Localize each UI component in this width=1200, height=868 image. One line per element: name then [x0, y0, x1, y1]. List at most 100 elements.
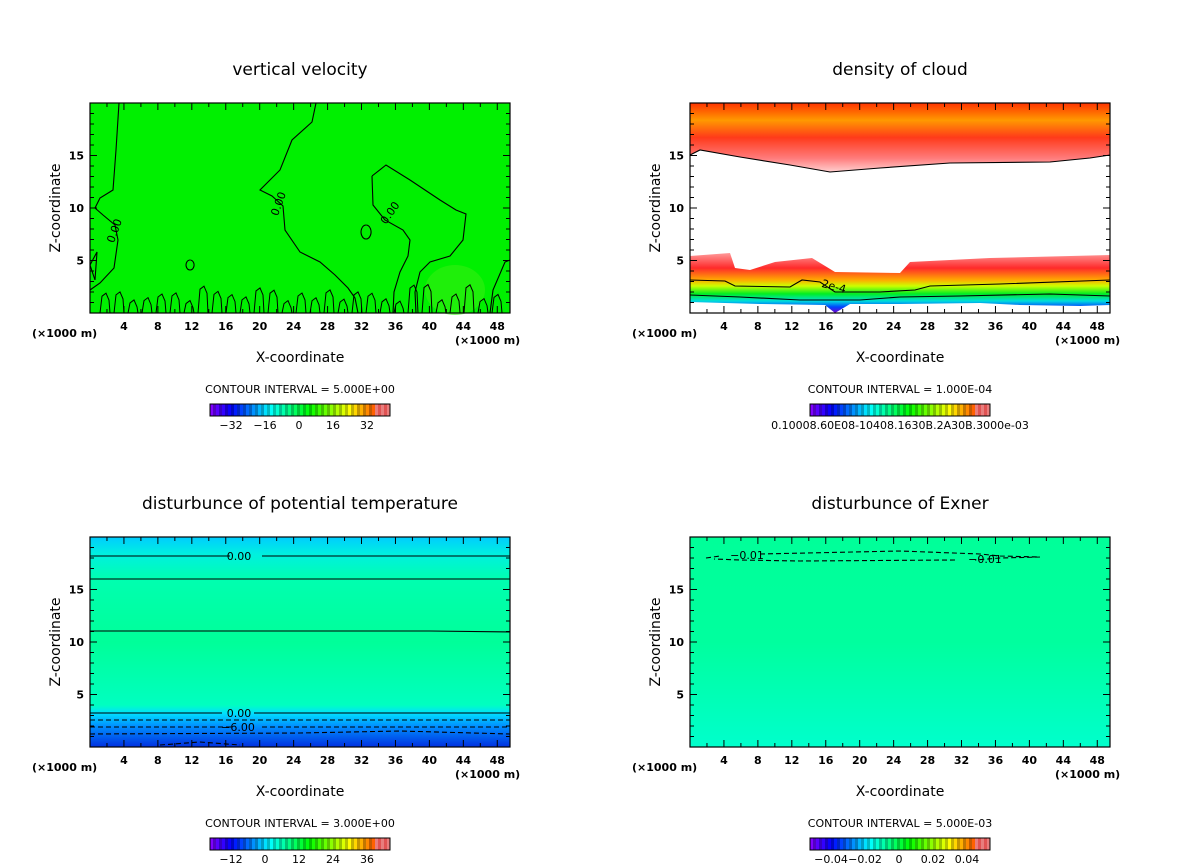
colorbar-swatch — [249, 404, 253, 416]
colorbar-label: 24 — [326, 853, 340, 866]
colorbar-swatch — [294, 838, 298, 850]
colorbar-swatch — [258, 404, 262, 416]
x-tick-label: 28 — [920, 754, 935, 767]
colorbar-swatch — [297, 838, 301, 850]
colorbar-swatch — [987, 404, 991, 416]
colorbar-swatch — [912, 404, 916, 416]
colorbar-label: 32 — [360, 419, 374, 432]
colorbar-swatch — [846, 838, 850, 850]
x-tick-label: 8 — [754, 754, 762, 767]
x-tick-label: 28 — [920, 320, 935, 333]
colorbar-swatch — [312, 404, 316, 416]
colorbar-swatch — [975, 404, 979, 416]
colorbar-swatch — [885, 838, 889, 850]
colorbar-swatch — [846, 404, 850, 416]
colorbar-swatch — [981, 404, 985, 416]
colorbar-swatch — [924, 838, 928, 850]
colorbar-swatch — [852, 838, 856, 850]
x-tick-label: 32 — [354, 320, 369, 333]
colorbar-swatch — [945, 404, 949, 416]
colorbar-swatch — [966, 838, 970, 850]
contour-interval-label: CONTOUR INTERVAL = 5.000E-03 — [808, 817, 992, 830]
colorbar-swatch — [843, 404, 847, 416]
x-tick-label: 16 — [218, 320, 234, 333]
y-tick-label: 5 — [676, 255, 684, 268]
x-tick-label: 24 — [886, 754, 902, 767]
contour-line — [371, 164, 467, 314]
colorbar-swatch — [819, 404, 823, 416]
colorbar-frame — [809, 403, 991, 417]
colorbar-swatch — [870, 838, 874, 850]
colorbar-label: 0 — [296, 419, 303, 432]
x-tick-label: 40 — [422, 754, 438, 767]
colorbar-swatch — [276, 838, 280, 850]
colorbar-swatch — [252, 404, 256, 416]
colorbar-swatch — [813, 404, 817, 416]
x-tick-label: 48 — [1090, 320, 1105, 333]
colorbar-swatch — [822, 404, 826, 416]
colorbar-swatch — [948, 404, 952, 416]
colorbar-label: −0.02 — [848, 853, 882, 866]
colorbar-swatch — [234, 404, 238, 416]
colorbar-swatch — [939, 838, 943, 850]
colorbar-swatch — [834, 838, 838, 850]
colorbar-swatch — [837, 838, 841, 850]
colorbar-swatch — [366, 404, 370, 416]
colorbar — [209, 403, 391, 417]
colorbar-swatch — [330, 404, 334, 416]
colorbar-swatch — [345, 404, 349, 416]
colorbar-swatch — [843, 838, 847, 850]
x-tick-label: 40 — [1022, 754, 1038, 767]
colorbar-swatch — [360, 838, 364, 850]
colorbar-swatch — [840, 838, 844, 850]
colorbar-swatch — [333, 838, 337, 850]
colorbar-swatch — [948, 838, 952, 850]
colorbar-swatch — [825, 404, 829, 416]
colorbar-swatch — [291, 838, 295, 850]
colorbar-swatch — [297, 404, 301, 416]
x-axis-label: X-coordinate — [856, 784, 945, 800]
colorbar-swatch — [291, 404, 295, 416]
contour-label: 2e-4 — [820, 277, 847, 296]
colorbar-swatch — [342, 404, 346, 416]
colorbar-swatch — [915, 838, 919, 850]
x-tick-label: 16 — [818, 754, 834, 767]
colorbar-swatch — [954, 838, 958, 850]
colorbar-swatch — [867, 404, 871, 416]
colorbar-swatch — [321, 838, 325, 850]
colorbar-label: −0.04 — [814, 853, 848, 866]
x-tick-label: 4 — [120, 754, 128, 767]
x-tick-label: 16 — [218, 754, 234, 767]
colorbar-swatch — [861, 404, 865, 416]
colorbar-label: 16 — [326, 419, 340, 432]
colorbar-swatch — [879, 404, 883, 416]
colorbar-swatch — [930, 838, 934, 850]
colorbar-swatch — [243, 838, 247, 850]
colorbar-swatch — [927, 838, 931, 850]
x-tick-label: 36 — [388, 754, 404, 767]
x-tick-label: 4 — [720, 320, 728, 333]
contour-interval-label: CONTOUR INTERVAL = 1.000E-04 — [808, 383, 992, 396]
colorbar-swatch — [348, 838, 352, 850]
x-axis-label: X-coordinate — [256, 350, 345, 366]
x-unit-label-right: (×1000 m) — [455, 768, 520, 781]
colorbar-swatch — [915, 404, 919, 416]
colorbar-swatch — [897, 838, 901, 850]
x-tick-label: 36 — [388, 320, 404, 333]
colorbar-swatch — [840, 404, 844, 416]
colorbar-swatch — [933, 838, 937, 850]
chart-title: disturbunce of Exner — [811, 494, 988, 514]
colorbar-swatch — [318, 838, 322, 850]
colorbar-frame — [809, 837, 991, 851]
colorbar-label: 0.10008.60E08-10408.1630B.2A30B.3000e-03 — [771, 419, 1029, 432]
contour-line — [689, 293, 1111, 301]
colorbar-swatch — [816, 404, 820, 416]
x-unit-label-left: (×1000 m) — [632, 327, 697, 340]
contour-line — [89, 251, 98, 281]
colorbar-swatch — [360, 404, 364, 416]
colorbar-swatch — [303, 404, 307, 416]
y-axis-label: Z-coordinate — [48, 597, 64, 686]
x-tick-label: 12 — [784, 320, 799, 333]
colorbar-swatch — [255, 404, 259, 416]
